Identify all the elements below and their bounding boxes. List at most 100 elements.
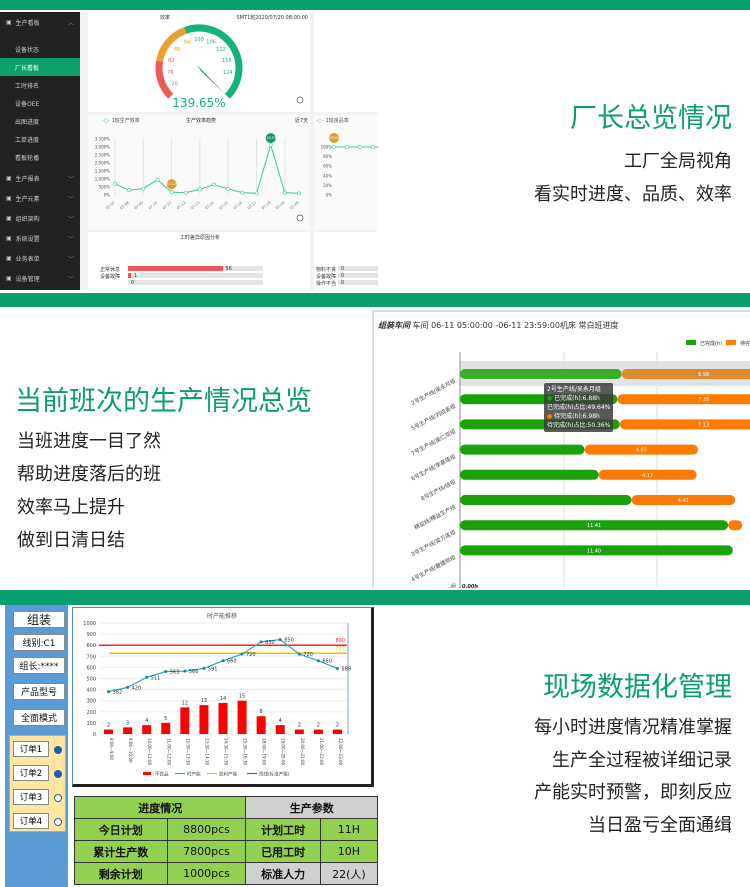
reason-value: 0 [131,280,135,286]
leader-button[interactable]: 组长:**** [13,657,65,674]
defect-bar [180,707,190,734]
gauge-subtitle: SMT1班2020/07/20 08:00:00 [236,15,308,21]
order-button[interactable]: 订单4 [13,813,49,829]
sidebar-item[interactable]: 工单进度 [0,130,80,148]
trend-point [127,188,132,193]
order-radio[interactable] [54,818,62,826]
line-button[interactable]: 线别:C1 [13,634,65,651]
table-value: 8800pcs [166,818,247,841]
reason-bar-track [128,273,263,278]
reason-value: 0 [341,280,345,286]
order-button[interactable]: 订单3 [13,789,49,805]
done-bar [460,495,632,505]
reason-bar-track [128,266,263,271]
combo-chart: 0 100 200 300 400 500 600 700 800 900 1000 2 8:00—9:… [83,621,351,778]
done-bar [460,545,733,556]
legend-swatch [143,772,151,775]
reason-bar-track [338,280,378,285]
hourly-output-point [107,690,111,694]
sidebar-item-label: 生产看板 [15,19,40,27]
defect-bar [294,729,304,734]
y-tick-label: 1,500% [95,169,110,174]
legend-done-label[interactable]: 已完成(h) [700,341,723,347]
table-value: 1000pcs [166,862,247,885]
bar-value-label: 6.98 [698,372,709,378]
sidebar-item[interactable]: ▣ 业务表单 ﹀ [0,248,80,268]
bar-value-label: 4.17 [642,473,653,479]
marker-pin [329,133,339,143]
y-tick-label: 60% [323,164,332,169]
dot-icon: ● [547,395,553,402]
sidebar-item[interactable]: 厂长看板 [0,58,80,76]
mode-button[interactable]: 全面模式 [13,709,65,726]
marker-high-label: 3118.57% [262,136,280,140]
todo-bar [617,394,750,405]
reason-label: 正常休息 [100,267,121,273]
sidebar-item[interactable]: ▣ 组织架构 ﹀ [0,208,80,228]
defect-value: 4 [279,718,282,724]
hourly-output-value: 591 [208,666,218,672]
sidebar-item[interactable]: ▣ 生产元素 ﹀ [0,188,80,208]
y-tick-label: 100 [86,721,96,727]
hourly-output-value: 720 [303,652,313,658]
hourly-output-value: 660 [227,659,237,665]
legend-todo-label[interactable]: 待完成(h) [740,341,750,347]
printer-icon: ▣ [6,194,12,202]
tooltip-todo-value: 待完成(h):6.98h [554,413,600,420]
order-button[interactable]: 订单2 [13,765,49,781]
x-tick-label: 9:00—10:00 [128,738,133,763]
reason-row: 物料不良 0 [314,266,378,273]
table-label: 今日计划 [74,818,168,841]
marker-low-pin [166,179,177,190]
y-tick-label: 3,500% [95,137,110,142]
gauge-arc-green [184,24,243,99]
sidebar-item[interactable]: 设备状态 [0,40,80,58]
device-icon: ▣ [6,274,12,282]
trend-legend[interactable]: -○- 1班生产效率 [102,117,140,124]
y-tick-label: 3,000% [95,145,110,150]
production-table: 进度情况 生产参数 今日计划 8800pcs 计划工时 11H 累计生产数 7800pcs 已… [73,796,378,885]
model-button[interactable]: 产品型号 [13,683,65,700]
x-tick-label: 07-14 [204,200,215,210]
order-radio[interactable] [54,794,62,802]
info-icon [296,214,304,222]
hourly-output-value: 420 [132,685,142,691]
category-label: 2号生产线/吴永月组 [410,376,458,406]
tooltip-todo: ● 待完成(h):6.98h [547,412,610,421]
gear-icon: ▣ [6,174,12,182]
order-button[interactable]: 订单1 [13,741,49,757]
table-label: 标准人力 [245,862,321,885]
legend-todo-swatch [726,340,737,345]
sidebar-item[interactable]: 设备OEE [0,94,80,112]
x-tick-label: 10:00—11:00 [147,738,152,766]
hourly-output-point [145,675,149,679]
trend-range[interactable]: 近7天 [294,118,308,124]
yield-legend-label: 1班良品率 [325,118,349,124]
sidebar-item-label: 设备OEE [15,100,40,108]
sidebar-item[interactable]: 出图进度 [0,112,80,130]
sidebar-item-label: 出图进度 [15,118,40,126]
section-overview: ▣ 生产看板 ︿ 设备状态 厂长看板 工时排名设备OEE 出图进度工单进度 看板轮播 ▣ 生产报表… [0,10,750,293]
table-value: 10H [319,840,378,863]
sidebar-item[interactable]: ▣ 系统设置 ﹀ [0,228,80,248]
order-radio[interactable] [54,770,62,778]
sidebar-item[interactable]: ▣ 生产看板 ︿ [0,12,80,32]
sidebar-item[interactable]: ▣ 设备管理 ﹀ [0,268,80,288]
x-tick-label: 07-11 [162,201,172,211]
shift-chart-subtitle: 车间 06-11 05:00:00 -06-11 23:59:00机床 常白班进… [412,321,619,330]
table-row: 剩余计划 1000pcs 标准人力 22(人) [74,862,378,885]
sidebar-item[interactable]: ▣ 生产报表 ﹀ [0,168,80,188]
x-tick-label: 07-12 [176,201,186,211]
defect-bar [123,727,133,734]
process-button[interactable]: 组装 [13,611,65,628]
sidebar-item[interactable]: 工时排名 [0,76,80,94]
table-value: 22(人) [319,862,378,885]
hourly-output-value: 563 [170,670,180,676]
legend-label: 残线(标准产能) [259,771,290,778]
order-radio[interactable] [54,746,62,754]
yield-legend[interactable]: -○- 1班良品率 [316,117,349,124]
dot-icon: ● [547,413,553,420]
defect-value: 2 [107,723,110,729]
sidebar-item[interactable]: 看板轮播 [0,148,80,166]
shift-headline: 当前班次的生产情况总览 [15,386,312,417]
